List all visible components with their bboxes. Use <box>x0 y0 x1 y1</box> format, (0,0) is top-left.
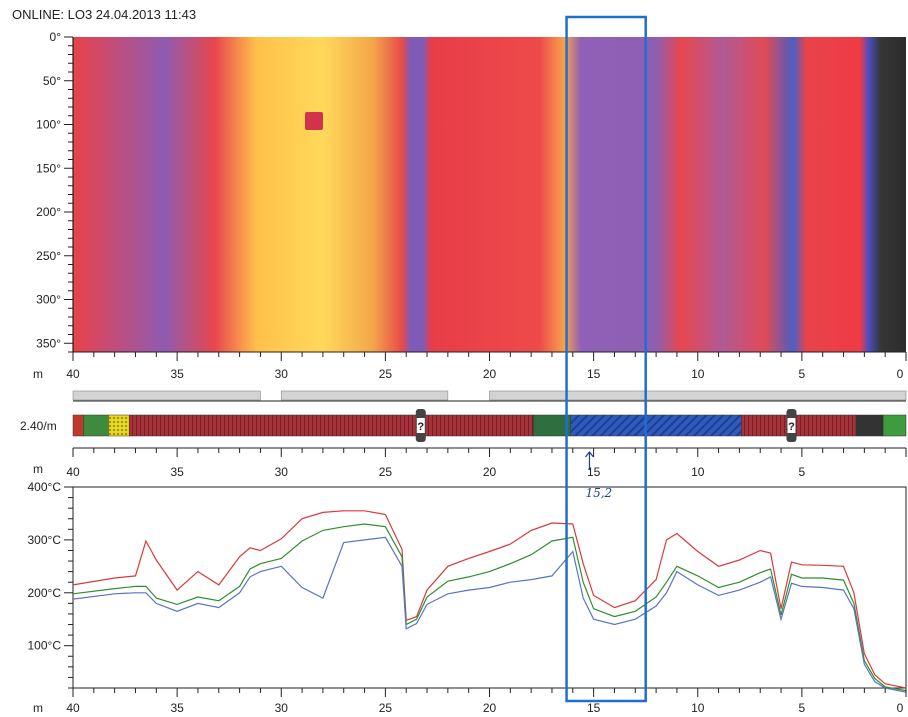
lining-x-ticks <box>72 448 907 457</box>
thermal-x-label: 25 <box>379 367 393 381</box>
temperature-series-line <box>72 510 907 689</box>
thermal-y-label: 50° <box>43 74 61 88</box>
lining-segment <box>108 414 130 437</box>
temperature-y-label: 100°C <box>28 639 62 653</box>
thermal-hotspot <box>305 112 323 130</box>
temperature-x-ticks <box>72 688 907 697</box>
temperature-x-label: 15 <box>587 701 601 715</box>
lining-x-labels: 40 35 30 25 20 15 10 5 <box>66 465 805 479</box>
thermal-map-image <box>73 37 906 352</box>
thermal-x-label: 5 <box>799 367 806 381</box>
lining-x-label: 35 <box>170 465 184 479</box>
temperature-chart: 400°C 300°C 200°C 100°C m 40 35 30 25 20 15 10 5 0 <box>28 480 907 715</box>
temperature-x-label: 0 <box>897 701 904 715</box>
lining-marker-face <box>787 418 796 433</box>
lining-marker-face <box>416 418 425 433</box>
lining-x-label: 15 <box>587 465 601 479</box>
temperature-series <box>72 510 907 693</box>
question-icon: ? <box>417 421 424 433</box>
lining-segment <box>532 414 571 437</box>
temperature-y-labels: 400°C 300°C 200°C 100°C <box>28 480 62 653</box>
lining-x-label: 10 <box>691 465 705 479</box>
thermal-x-ticks <box>72 352 907 361</box>
annotation-arrow-icon <box>584 451 594 470</box>
temperature-x-label: 30 <box>275 701 289 715</box>
temperature-y-label: 300°C <box>28 533 62 547</box>
lining-x-label: 30 <box>275 465 289 479</box>
lining-top-bar <box>489 390 907 401</box>
lining-x-label: 40 <box>66 465 80 479</box>
thermal-x-unit: m <box>33 367 43 381</box>
temperature-y-label: 200°C <box>28 586 62 600</box>
temperature-x-labels: 40 35 30 25 20 15 10 5 0 <box>66 701 903 715</box>
thermal-y-label: 0° <box>50 30 62 44</box>
lining-segment <box>741 414 857 437</box>
temperature-x-label: 20 <box>483 701 497 715</box>
lining-top-bar <box>72 390 261 401</box>
lining-segment <box>882 414 907 437</box>
handwritten-annotation: 15,2 <box>584 451 612 500</box>
thermal-x-label: 40 <box>66 367 80 381</box>
lining-x-label: 20 <box>483 465 497 479</box>
lining-segment <box>855 414 884 437</box>
lining-x-label: 25 <box>379 465 393 479</box>
temperature-series-line <box>72 536 907 693</box>
page-title: ONLINE: LO3 24.04.2013 11:43 <box>12 7 197 22</box>
temperature-y-ticks <box>64 486 73 689</box>
temperature-x-label: 5 <box>799 701 806 715</box>
question-icon: ? <box>788 421 795 433</box>
thermal-x-label: 10 <box>691 367 705 381</box>
lining-segment <box>570 414 742 437</box>
lining-segment <box>83 414 109 437</box>
thermal-x-label: 15 <box>587 367 601 381</box>
temperature-x-label: 25 <box>379 701 393 715</box>
thermal-y-labels: 0° 50° 100° 150° 200° 250° 300° 350° <box>36 30 61 350</box>
thermal-y-label: 250° <box>36 249 61 263</box>
thermal-x-labels: 40 35 30 25 20 15 10 5 0 <box>66 367 903 381</box>
temperature-x-unit: m <box>33 701 43 715</box>
temperature-x-label: 40 <box>66 701 80 715</box>
highlight-box <box>565 15 647 703</box>
lining-segment <box>72 414 84 437</box>
thermal-x-label: 20 <box>483 367 497 381</box>
thermal-y-label: 100° <box>36 118 61 132</box>
lining-top-bars <box>72 390 907 401</box>
lining-segments <box>72 414 907 437</box>
lining-label: 2.40/m <box>20 419 57 433</box>
lining-markers: ?? <box>415 409 797 442</box>
annotation-text: 15,2 <box>585 486 612 500</box>
thermal-map: 0° 50° 100° 150° 200° 250° 300° 350° m 40 35 30 25… <box>33 30 907 381</box>
lining-x-unit: m <box>33 462 43 476</box>
thermal-y-label: 200° <box>36 205 61 219</box>
lining-strip: 2.40/m ?? m 40 35 30 25 20 15 10 5 <box>20 390 907 479</box>
lining-top-bar <box>280 390 449 401</box>
temperature-y-label: 400°C <box>28 480 62 494</box>
lining-x-label: 5 <box>799 465 806 479</box>
temperature-series-line <box>72 523 907 692</box>
lining-segment <box>128 414 534 437</box>
thermal-y-label: 300° <box>36 293 61 307</box>
thermal-x-label: 0 <box>897 367 904 381</box>
thermal-y-ticks <box>64 36 73 353</box>
thermal-x-label: 30 <box>275 367 289 381</box>
temperature-x-label: 10 <box>691 701 705 715</box>
thermal-x-label: 35 <box>170 367 184 381</box>
temperature-x-label: 35 <box>170 701 184 715</box>
thermal-y-label: 350° <box>36 336 61 350</box>
thermal-y-label: 150° <box>36 161 61 175</box>
